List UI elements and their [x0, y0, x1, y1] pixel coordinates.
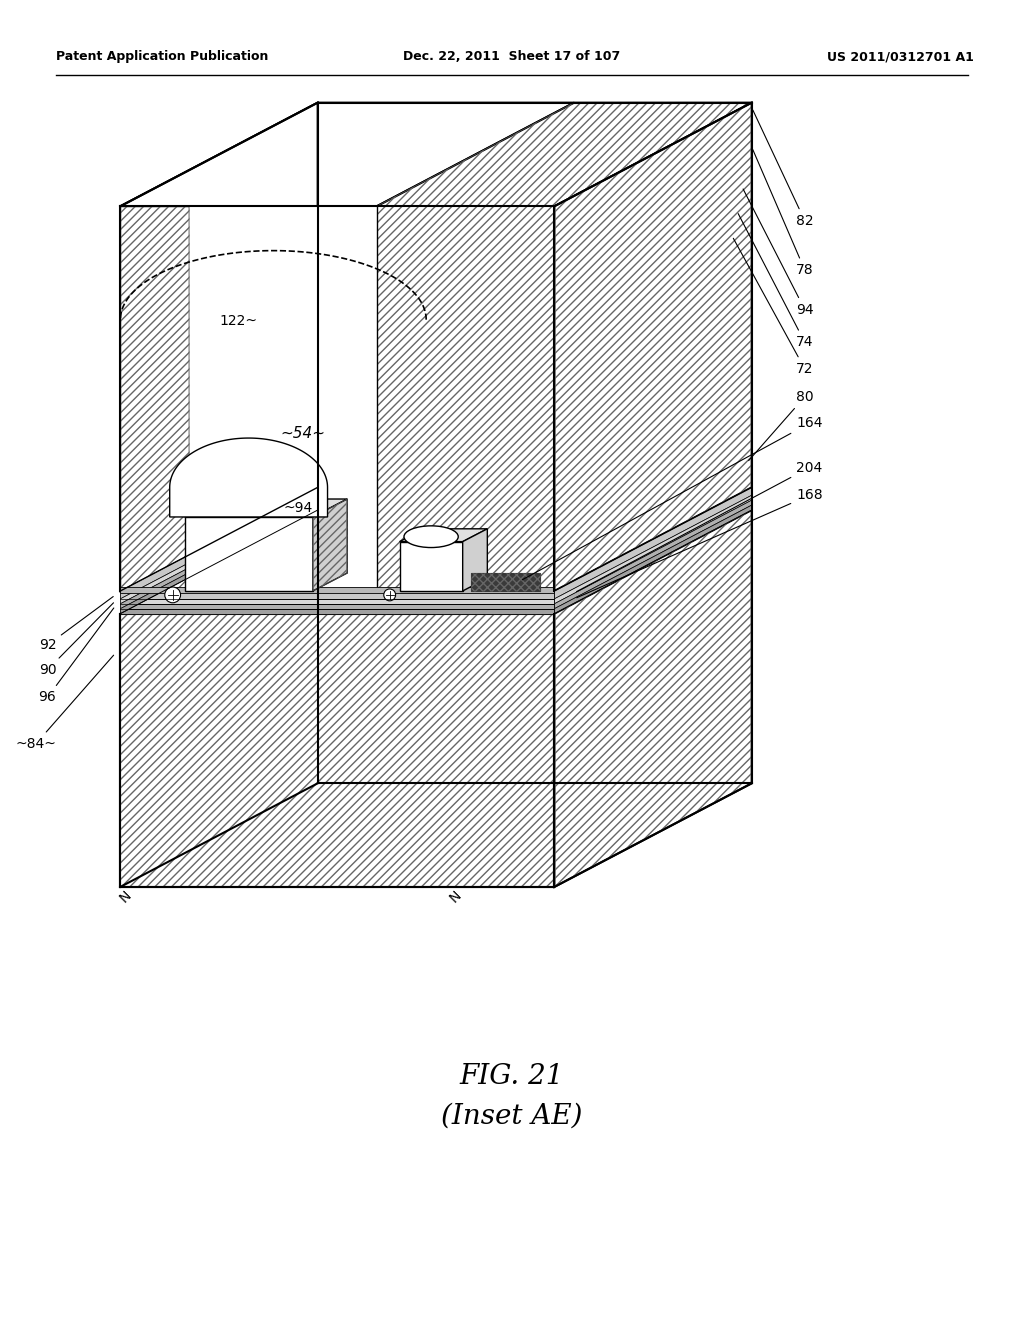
Polygon shape	[554, 500, 752, 609]
Polygon shape	[554, 487, 752, 599]
Polygon shape	[463, 529, 487, 591]
Polygon shape	[170, 438, 328, 517]
Polygon shape	[377, 206, 554, 591]
Polygon shape	[121, 500, 317, 609]
Text: 92: 92	[39, 597, 114, 652]
Polygon shape	[184, 517, 312, 591]
Text: ~84~: ~84~	[15, 655, 114, 751]
Text: FIG. 21: FIG. 21	[460, 1063, 564, 1090]
Text: 72: 72	[733, 239, 814, 376]
Text: 78: 78	[753, 149, 814, 277]
Text: US 2011/0312701 A1: US 2011/0312701 A1	[826, 50, 974, 63]
Text: 164: 164	[522, 416, 822, 579]
Polygon shape	[399, 529, 487, 541]
Text: Patent Application Publication: Patent Application Publication	[56, 50, 268, 63]
Polygon shape	[121, 506, 317, 614]
Text: (Inset AE): (Inset AE)	[441, 1102, 583, 1130]
Text: 74: 74	[738, 214, 814, 350]
Polygon shape	[554, 510, 752, 887]
Text: 94: 94	[743, 189, 814, 317]
Polygon shape	[399, 541, 463, 591]
Polygon shape	[554, 495, 752, 603]
Text: 96: 96	[39, 609, 114, 705]
Polygon shape	[189, 206, 554, 591]
Polygon shape	[121, 587, 554, 593]
Polygon shape	[121, 206, 189, 591]
Polygon shape	[121, 603, 554, 609]
Polygon shape	[312, 499, 347, 591]
Polygon shape	[121, 103, 574, 206]
Text: 168: 168	[577, 488, 822, 598]
Text: 90: 90	[39, 603, 114, 677]
Text: 82: 82	[753, 110, 814, 228]
Polygon shape	[121, 495, 317, 603]
Polygon shape	[471, 573, 540, 591]
Polygon shape	[121, 599, 554, 603]
Polygon shape	[121, 510, 752, 614]
Text: 204: 204	[577, 461, 822, 591]
Polygon shape	[554, 103, 752, 591]
Polygon shape	[121, 103, 317, 591]
Ellipse shape	[404, 525, 458, 548]
Polygon shape	[121, 614, 554, 887]
Text: ~54~: ~54~	[281, 426, 326, 441]
Polygon shape	[121, 591, 554, 599]
Circle shape	[384, 589, 395, 601]
Polygon shape	[121, 609, 554, 614]
Text: ~94: ~94	[284, 502, 312, 515]
Text: Dec. 22, 2011  Sheet 17 of 107: Dec. 22, 2011 Sheet 17 of 107	[403, 50, 621, 63]
Polygon shape	[554, 506, 752, 614]
Text: 80: 80	[749, 389, 814, 461]
Polygon shape	[121, 487, 317, 599]
Polygon shape	[377, 103, 752, 206]
Polygon shape	[184, 499, 347, 517]
Circle shape	[165, 587, 180, 603]
Text: 122~: 122~	[219, 314, 257, 327]
Text: N: N	[117, 887, 134, 904]
Text: N: N	[447, 887, 465, 904]
